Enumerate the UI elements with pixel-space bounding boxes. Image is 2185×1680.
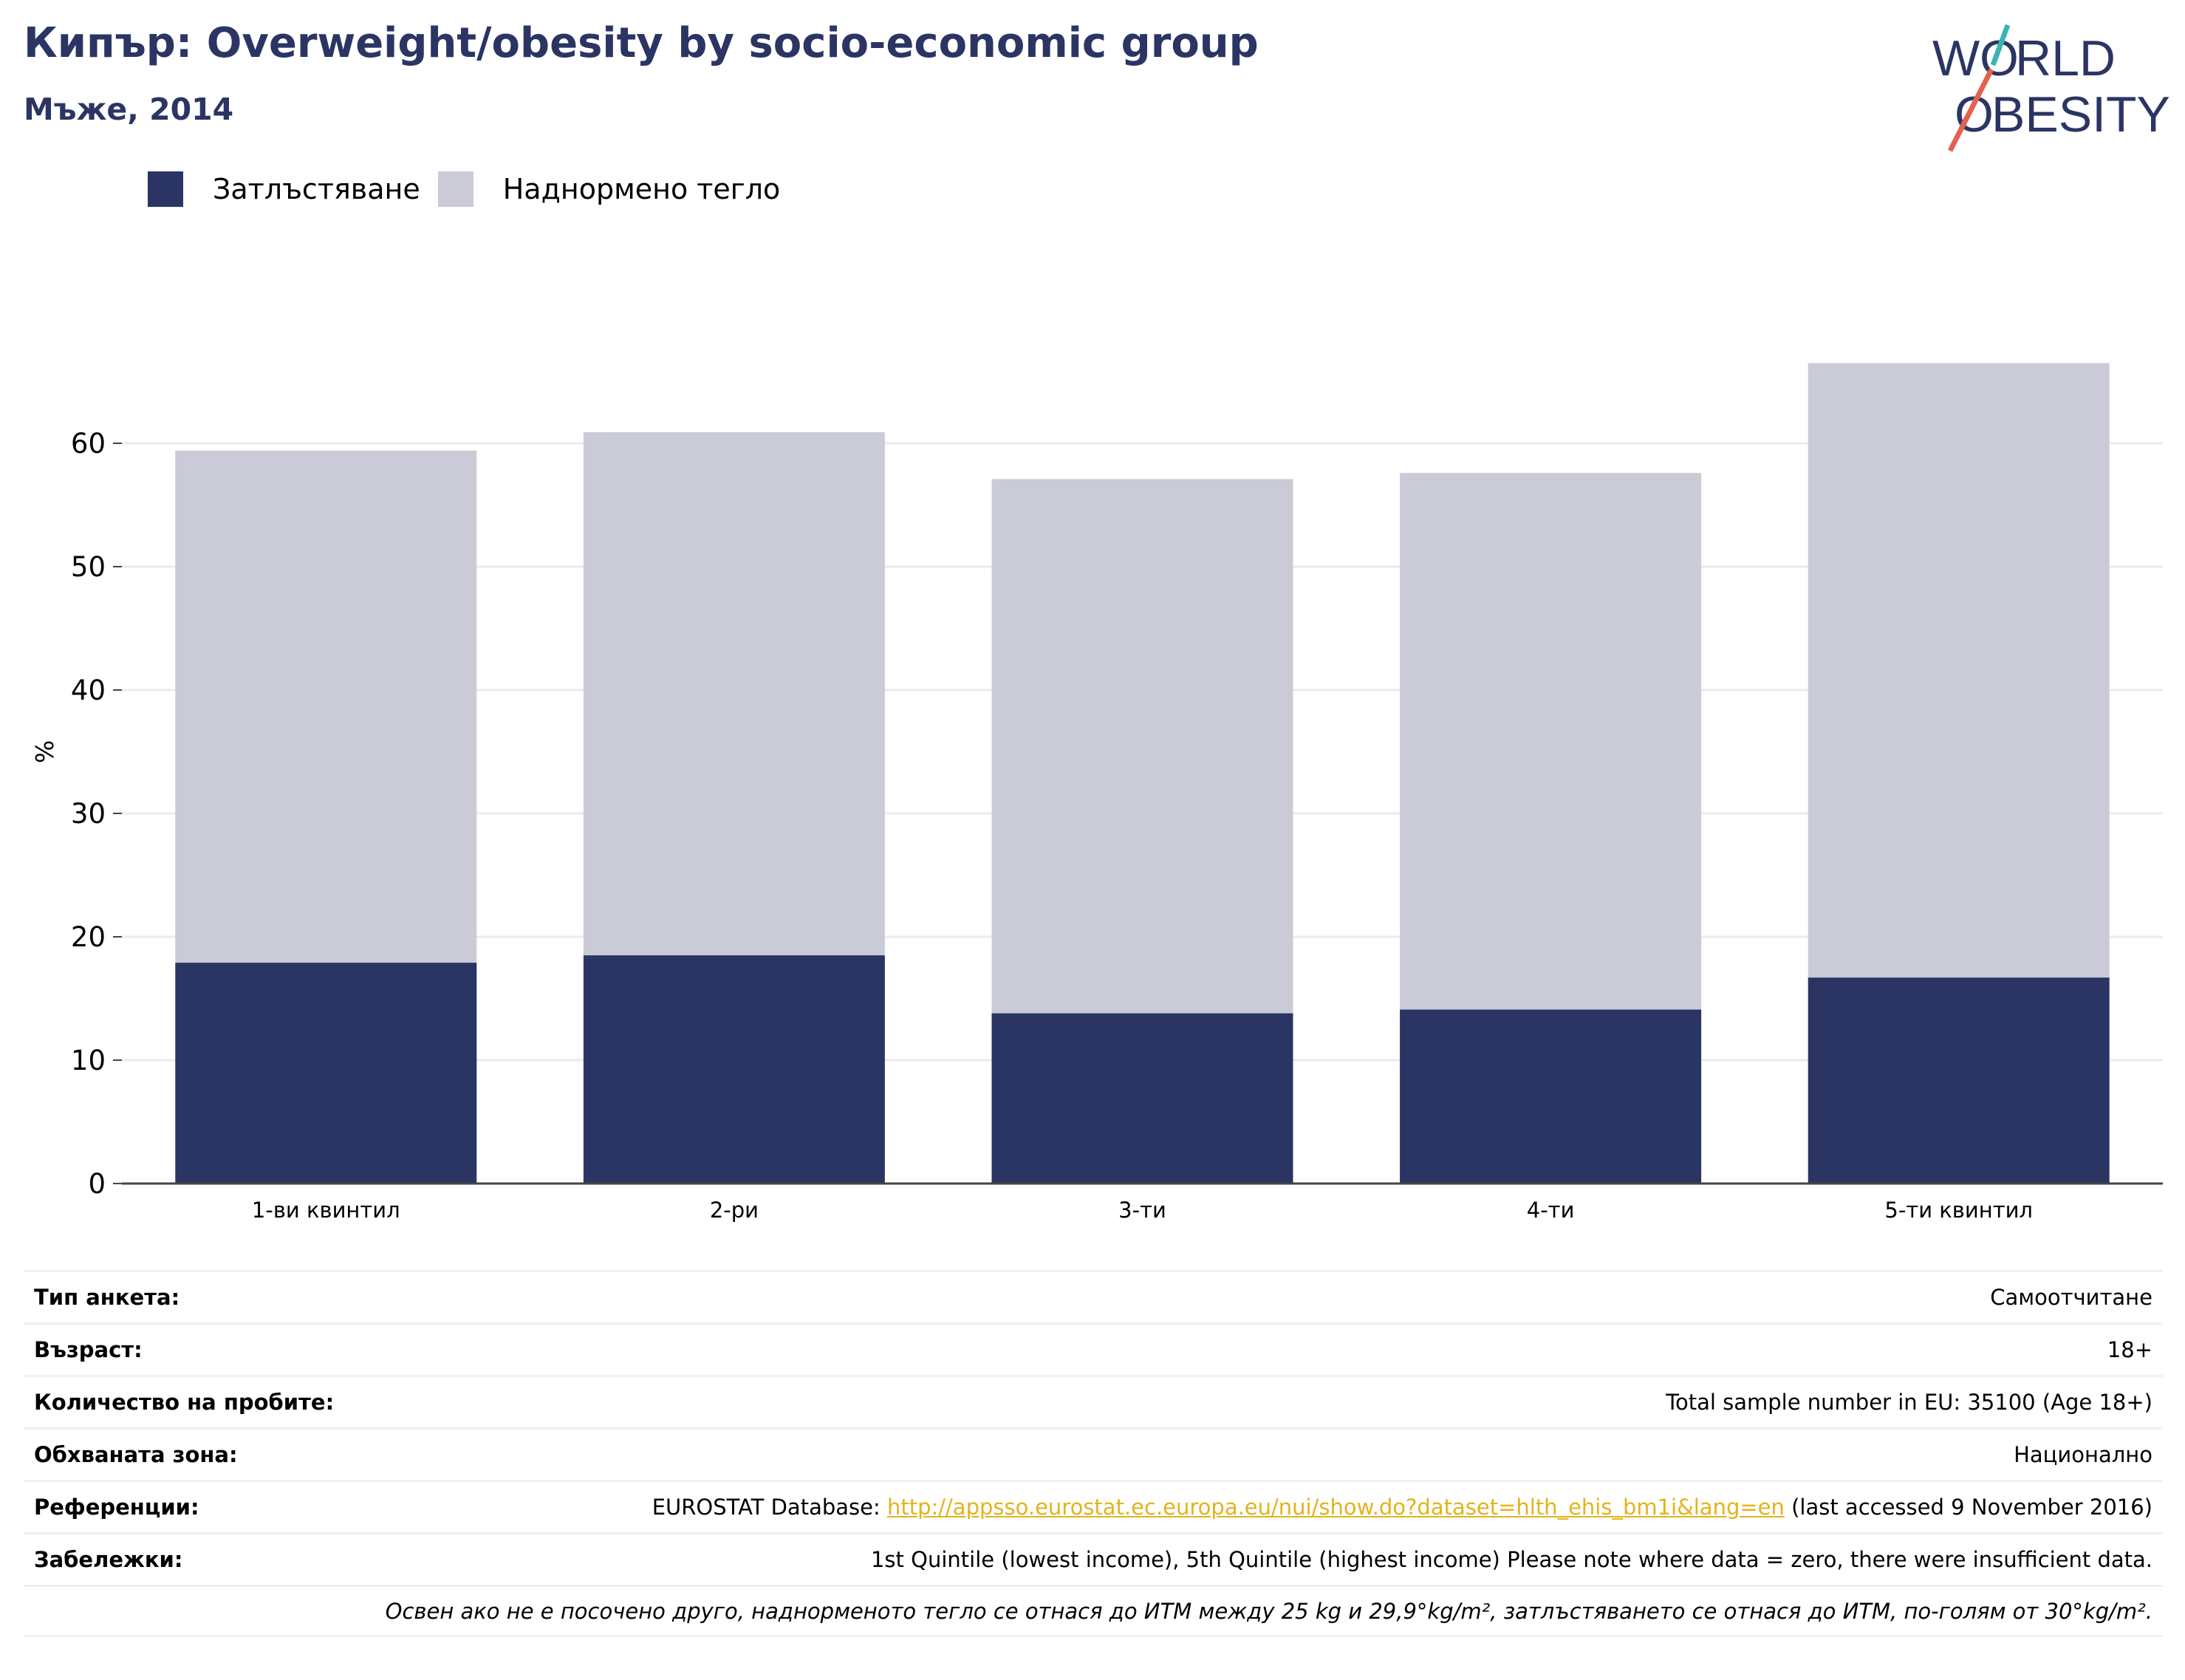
y-tick-label: 0 <box>88 1168 106 1200</box>
bar-overweight <box>991 479 1293 1014</box>
legend-label-obesity: Затлъстяване <box>213 173 420 205</box>
legend-swatch-overweight <box>437 171 473 207</box>
meta-value: Total sample number in EU: 35100 (Age 18… <box>1666 1390 2152 1415</box>
legend-swatch-obesity <box>148 171 183 207</box>
meta-label: Референции: <box>34 1495 199 1520</box>
legend-item-obesity: Затлъстяване <box>148 171 420 207</box>
reference-suffix: (last accessed 9 November 2016) <box>1784 1495 2152 1520</box>
y-tick-label: 20 <box>71 921 106 953</box>
reference-link[interactable]: http://appsso.eurostat.ec.europa.eu/nui/… <box>886 1495 1785 1520</box>
meta-row-age: Възраст: 18+ <box>24 1322 2163 1375</box>
x-tick-label: 2-ри <box>710 1198 759 1223</box>
meta-value: EUROSTAT Database: http://appsso.eurosta… <box>652 1495 2152 1520</box>
x-tick-label: 5-ти квинтил <box>1884 1198 2033 1223</box>
metadata-table: Тип анкета: Самоотчитане Възраст: 18+ Ко… <box>24 1270 2163 1637</box>
reference-prefix: EUROSTAT Database: <box>652 1495 887 1520</box>
page-title: Кипър: Overweight/obesity by socio-econo… <box>24 19 1259 67</box>
bar-overweight <box>175 451 477 963</box>
bar-overweight <box>1400 473 1702 1010</box>
meta-label: Тип анкета: <box>34 1285 180 1310</box>
svg-text:W: W <box>1932 30 1980 86</box>
legend-item-overweight: Наднормено тегло <box>437 171 781 207</box>
meta-row-area: Обхваната зона: Национално <box>24 1427 2163 1480</box>
footnote-text: Освен ако не е посочено друго, наднормен… <box>385 1598 2152 1624</box>
bar-obesity <box>991 1013 1293 1184</box>
x-tick-label: 3-ти <box>1118 1198 1166 1223</box>
x-tick-label: 4-ти <box>1527 1198 1575 1223</box>
page-subtitle: Мъже, 2014 <box>24 92 234 127</box>
y-tick-label: 50 <box>71 551 106 583</box>
meta-value: 18+ <box>2107 1337 2152 1362</box>
bar-overweight <box>1808 363 2110 978</box>
meta-label: Възраст: <box>34 1337 143 1362</box>
meta-row-footnote: Освен ако не е посочено друго, наднормен… <box>24 1585 2163 1637</box>
y-tick-label: 40 <box>71 675 106 706</box>
meta-row-notes: Забележки: 1st Quintile (lowest income),… <box>24 1532 2163 1585</box>
world-obesity-logo: W O RLD O BESITY <box>1932 24 2170 152</box>
meta-value: Самоотчитане <box>1990 1285 2152 1310</box>
bar-chart: 0 10 20 30 40 50 60% 1-ви квинтил 2-ри 3-ти 4-ти 5-… <box>30 363 2163 1223</box>
legend-label-overweight: Наднормено тегло <box>502 173 781 205</box>
meta-row-survey-type: Тип анкета: Самоотчитане <box>24 1270 2163 1322</box>
svg-text:RLD: RLD <box>2015 30 2116 86</box>
meta-value: Национално <box>2014 1442 2152 1467</box>
meta-row-references: Референции: EUROSTAT Database: http://ap… <box>24 1480 2163 1532</box>
bar-overweight <box>583 431 885 956</box>
bar-obesity <box>1808 977 2110 1184</box>
bar-obesity <box>175 963 477 1184</box>
svg-text:BESITY: BESITY <box>1991 86 2170 143</box>
y-tick-label: 10 <box>71 1045 106 1076</box>
meta-label: Забележки: <box>34 1547 183 1572</box>
y-tick-label: 60 <box>71 428 106 460</box>
bar-obesity <box>583 955 885 1184</box>
y-axis-label: % <box>30 740 59 763</box>
meta-label: Количество на пробите: <box>34 1390 335 1415</box>
meta-label: Обхваната зона: <box>34 1442 238 1467</box>
meta-row-sample-size: Количество на пробите: Total sample numb… <box>24 1375 2163 1427</box>
chart-legend: Затлъстяване Наднормено тегло <box>148 170 798 208</box>
y-tick-label: 30 <box>71 798 106 830</box>
bar-obesity <box>1400 1009 1702 1184</box>
x-tick-label: 1-ви квинтил <box>252 1198 400 1223</box>
meta-value: 1st Quintile (lowest income), 5th Quinti… <box>870 1547 2152 1572</box>
